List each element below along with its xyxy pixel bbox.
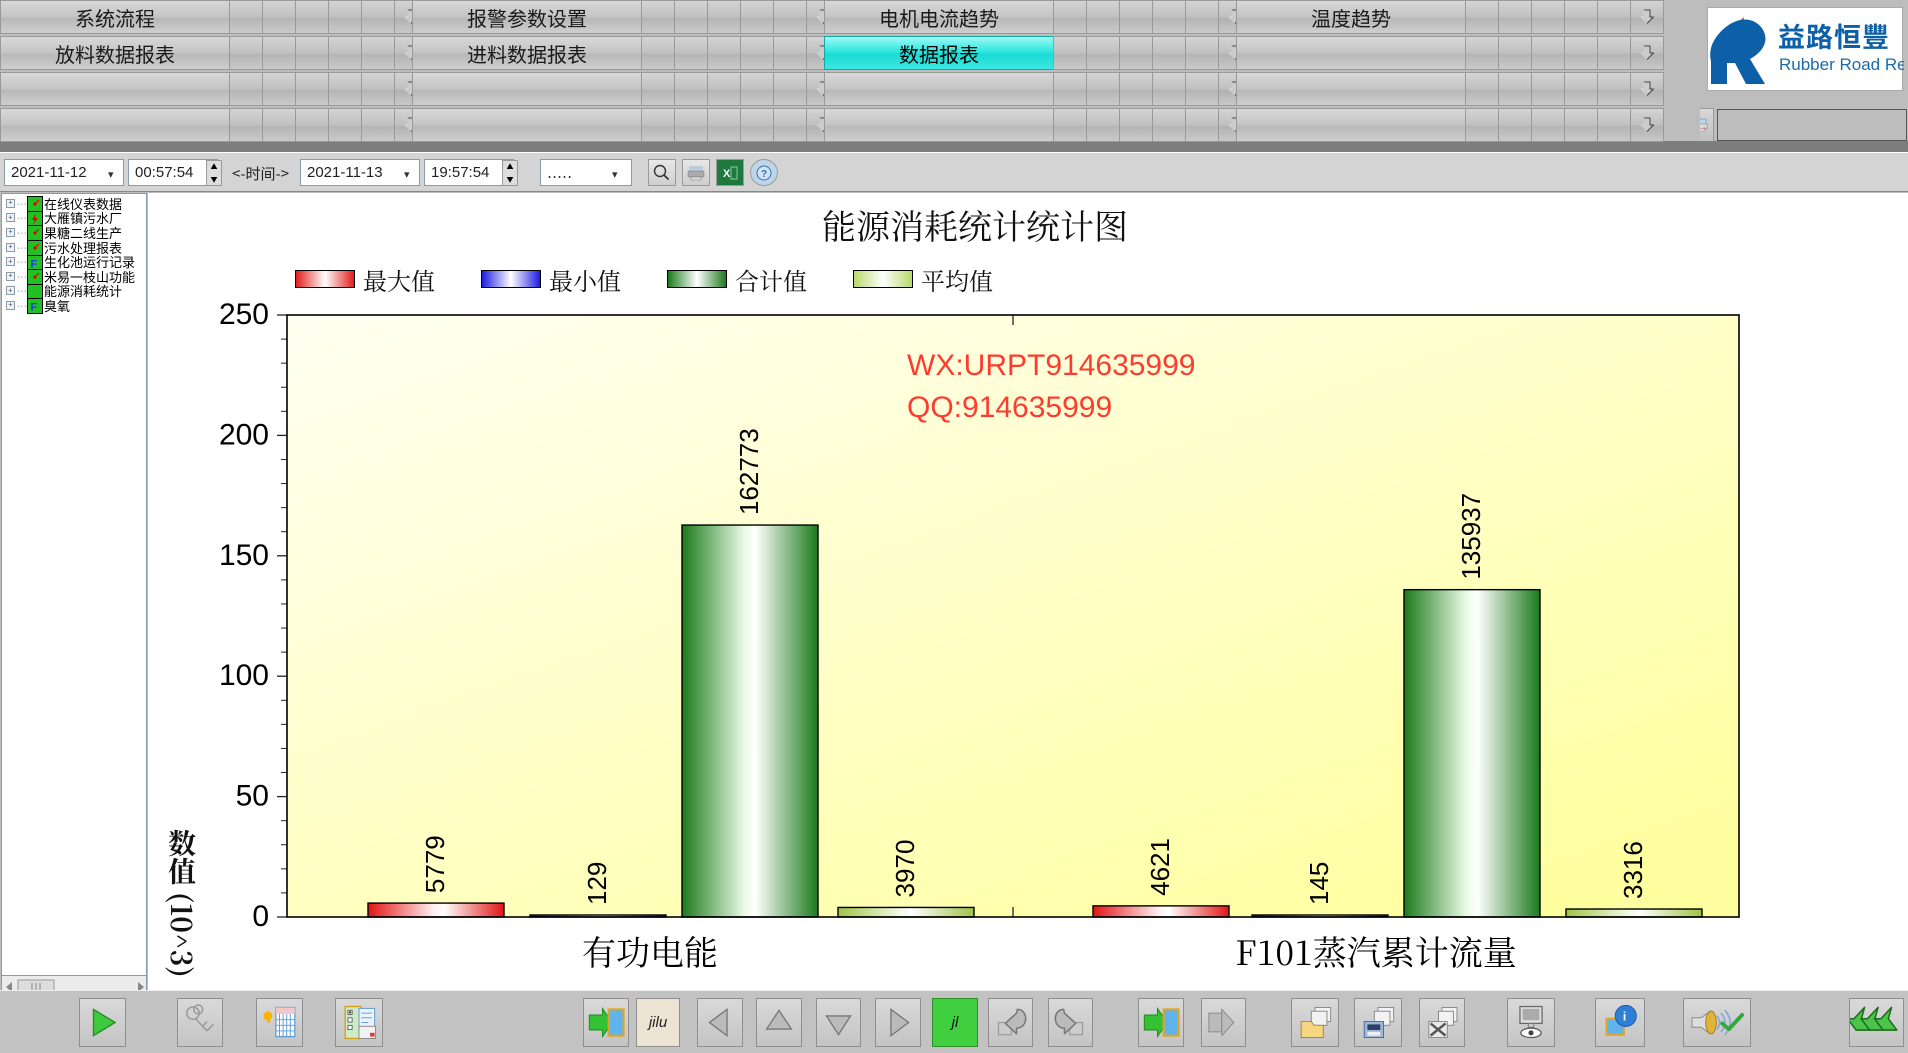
svg-text:益路恒豐: 益路恒豐 [1778, 16, 1890, 55]
svg-text:QQ:914635999: QQ:914635999 [907, 391, 1112, 424]
svg-text:Rubber Road Recycle: Rubber Road Recycle [1779, 55, 1904, 74]
svg-text:0: 0 [252, 900, 269, 933]
svg-text:50: 50 [236, 780, 269, 813]
svg-text:250: 250 [219, 298, 269, 331]
svg-text:F101蒸汽累计流量: F101蒸汽累计流量 [1235, 926, 1517, 975]
svg-text:5779: 5779 [420, 835, 450, 893]
svg-text:X: X [723, 168, 731, 180]
svg-text:129: 129 [582, 862, 612, 905]
svg-text:3316: 3316 [1618, 841, 1648, 899]
svg-text:?: ? [761, 169, 767, 180]
svg-text:WX:URPT914635999: WX:URPT914635999 [907, 349, 1196, 382]
svg-text:162773: 162773 [734, 428, 764, 515]
svg-text:有功电能: 有功电能 [582, 926, 718, 975]
svg-text:150: 150 [219, 539, 269, 572]
svg-text:3970: 3970 [890, 840, 920, 898]
svg-text:135937: 135937 [1456, 493, 1486, 580]
svg-text:F: F [31, 302, 38, 314]
svg-text:145: 145 [1304, 862, 1334, 905]
svg-text:4621: 4621 [1145, 838, 1175, 896]
svg-text:i: i [1623, 1010, 1626, 1024]
svg-text:100: 100 [219, 659, 269, 692]
svg-text:200: 200 [219, 418, 269, 451]
